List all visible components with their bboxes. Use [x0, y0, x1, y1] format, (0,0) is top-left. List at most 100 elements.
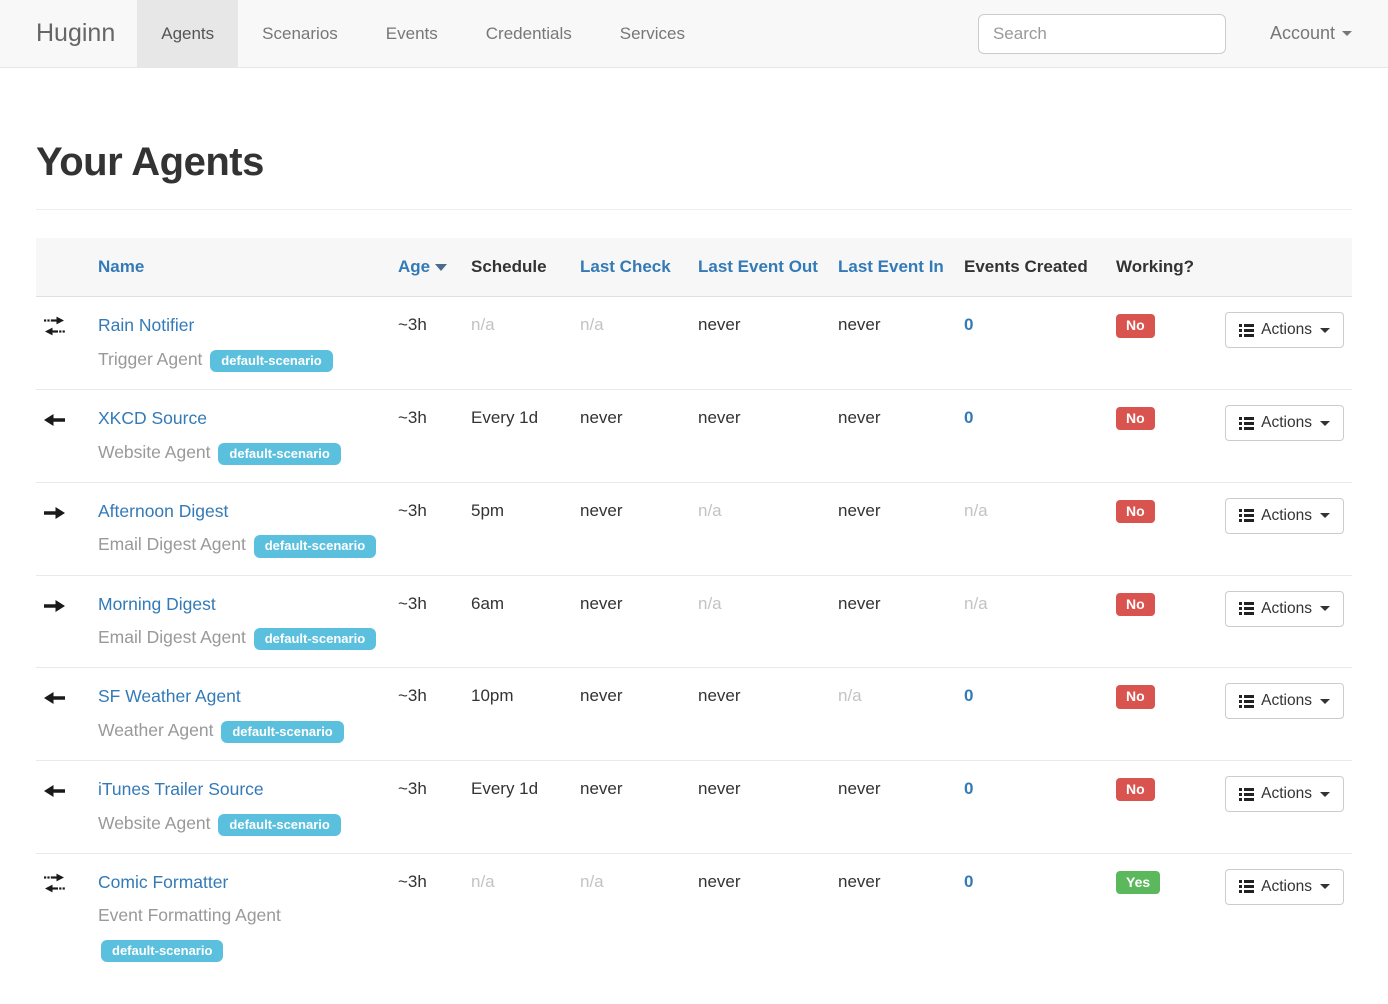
list-icon	[1239, 323, 1255, 337]
table-row: Rain Notifier Trigger Agent default-scen…	[36, 296, 1352, 391]
agent-name-link[interactable]: Comic Formatter	[98, 871, 229, 892]
list-icon	[1239, 787, 1255, 801]
age-cell: ~3h	[390, 575, 463, 669]
nav-item-services[interactable]: Services	[619, 23, 685, 43]
agent-name-link[interactable]: SF Weather Agent	[98, 686, 241, 707]
agent-flow-icon	[44, 683, 65, 713]
working-badge: No	[1116, 314, 1155, 338]
icon-column-header	[36, 238, 90, 298]
nav-item-scenarios[interactable]: Scenarios	[262, 23, 338, 43]
agents-table: Name Age Schedule Last Check Last Event …	[36, 238, 1352, 979]
events-created-link[interactable]: 0	[964, 408, 974, 428]
scenario-badge[interactable]: default-scenario	[221, 720, 344, 744]
agent-name-link[interactable]: Rain Notifier	[98, 315, 195, 336]
agent-flow-icon	[44, 498, 65, 528]
agent-name-link[interactable]: iTunes Trailer Source	[98, 779, 264, 800]
table-row: Afternoon Digest Email Digest Agent defa…	[36, 482, 1352, 576]
chevron-down-icon	[1320, 327, 1330, 333]
age-cell: ~3h	[390, 296, 463, 391]
working-badge: No	[1116, 592, 1155, 616]
search-input[interactable]	[977, 13, 1226, 54]
account-menu[interactable]: Account	[1270, 23, 1352, 44]
scenario-badge[interactable]: default-scenario	[218, 442, 341, 465]
events-created-link[interactable]: 0	[964, 686, 974, 706]
main-nav: Agents Scenarios Events Credentials Serv…	[137, 0, 709, 67]
agent-flow-icon	[44, 312, 65, 344]
page-container: Your Agents Name Age Schedule Last Check…	[0, 140, 1388, 979]
agent-flow-icon	[44, 776, 65, 806]
nav-item-credentials[interactable]: Credentials	[485, 23, 572, 43]
column-header-last-event-out[interactable]: Last Event Out	[690, 238, 830, 298]
last-event-out-cell: never	[690, 760, 830, 854]
column-header-last-event-in[interactable]: Last Event In	[830, 238, 956, 298]
last-check-cell: never	[572, 389, 690, 483]
schedule-cell: n/a	[463, 296, 572, 391]
agent-name-link[interactable]: Morning Digest	[98, 593, 216, 614]
events-created-value: n/a	[964, 500, 988, 520]
column-header-schedule: Schedule	[463, 238, 572, 298]
sort-caret-icon	[435, 264, 448, 272]
age-cell: ~3h	[398, 871, 427, 891]
last-event-out-cell: never	[690, 389, 830, 483]
column-header-last-check[interactable]: Last Check	[572, 238, 690, 298]
table-header-row: Name Age Schedule Last Check Last Event …	[36, 238, 1352, 298]
last-check-cell: n/a	[580, 871, 604, 891]
events-created-link[interactable]: 0	[964, 779, 974, 799]
column-header-age[interactable]: Age	[390, 238, 463, 298]
events-created-link[interactable]: 0	[964, 315, 974, 335]
actions-button[interactable]: Actions	[1225, 868, 1344, 905]
working-badge: No	[1116, 685, 1155, 709]
scenario-badge[interactable]: default-scenario	[218, 813, 341, 836]
nav-item-agents[interactable]: Agents	[137, 0, 239, 67]
age-cell: ~3h	[390, 482, 463, 576]
actions-button[interactable]: Actions	[1225, 312, 1344, 349]
chevron-down-icon	[1320, 884, 1330, 890]
list-icon	[1239, 880, 1255, 894]
column-header-name[interactable]: Name	[90, 238, 390, 298]
chevron-down-icon	[1320, 513, 1330, 519]
last-event-in-cell: never	[830, 482, 956, 576]
brand-logo[interactable]: Huginn	[36, 19, 116, 47]
agent-type-label: Trigger Agent	[98, 348, 203, 369]
last-event-out-cell: n/a	[690, 482, 830, 576]
navbar: Huginn Agents Scenarios Events Credentia…	[0, 0, 1388, 68]
nav-item-events[interactable]: Events	[385, 23, 438, 43]
chevron-down-icon	[1320, 791, 1330, 797]
last-event-out-cell: never	[690, 667, 830, 762]
age-cell: ~3h	[390, 760, 463, 854]
schedule-cell: 10pm	[463, 667, 572, 762]
list-icon	[1239, 416, 1255, 430]
agent-type-label: Event Formatting Agent	[98, 905, 281, 926]
working-badge: No	[1116, 778, 1155, 802]
last-check-cell: never	[572, 667, 690, 762]
actions-button[interactable]: Actions	[1225, 776, 1344, 813]
last-event-in-cell: n/a	[830, 667, 956, 762]
table-row: XKCD Source Website Agent default-scenar…	[36, 389, 1352, 483]
actions-button[interactable]: Actions	[1225, 590, 1344, 627]
agent-flow-icon	[44, 591, 65, 621]
agent-name-link[interactable]: Afternoon Digest	[98, 500, 229, 521]
scenario-badge[interactable]: default-scenario	[253, 628, 377, 651]
agent-type-label: Website Agent	[98, 441, 211, 462]
chevron-down-icon	[1320, 698, 1330, 704]
list-icon	[1239, 602, 1255, 616]
events-created-link[interactable]: 0	[964, 871, 974, 891]
column-header-events-created: Events Created	[956, 238, 1108, 298]
actions-button[interactable]: Actions	[1225, 683, 1344, 720]
column-header-working: Working?	[1108, 238, 1215, 298]
table-row: iTunes Trailer Source Website Agent defa…	[36, 760, 1352, 854]
agent-name-link[interactable]: XKCD Source	[98, 408, 207, 429]
account-label: Account	[1269, 23, 1335, 43]
scenario-badge[interactable]: default-scenario	[210, 349, 333, 373]
list-icon	[1239, 509, 1255, 523]
age-cell: ~3h	[390, 667, 463, 762]
actions-button[interactable]: Actions	[1225, 497, 1344, 534]
agent-type-label: Website Agent	[98, 812, 211, 833]
last-check-cell: never	[572, 575, 690, 669]
actions-button[interactable]: Actions	[1225, 405, 1344, 442]
last-event-in-cell: never	[830, 389, 956, 483]
last-event-in-cell: never	[830, 296, 956, 391]
last-event-in-cell: never	[830, 575, 956, 669]
scenario-badge[interactable]: default-scenario	[253, 535, 377, 558]
scenario-badge[interactable]: default-scenario	[101, 939, 224, 962]
